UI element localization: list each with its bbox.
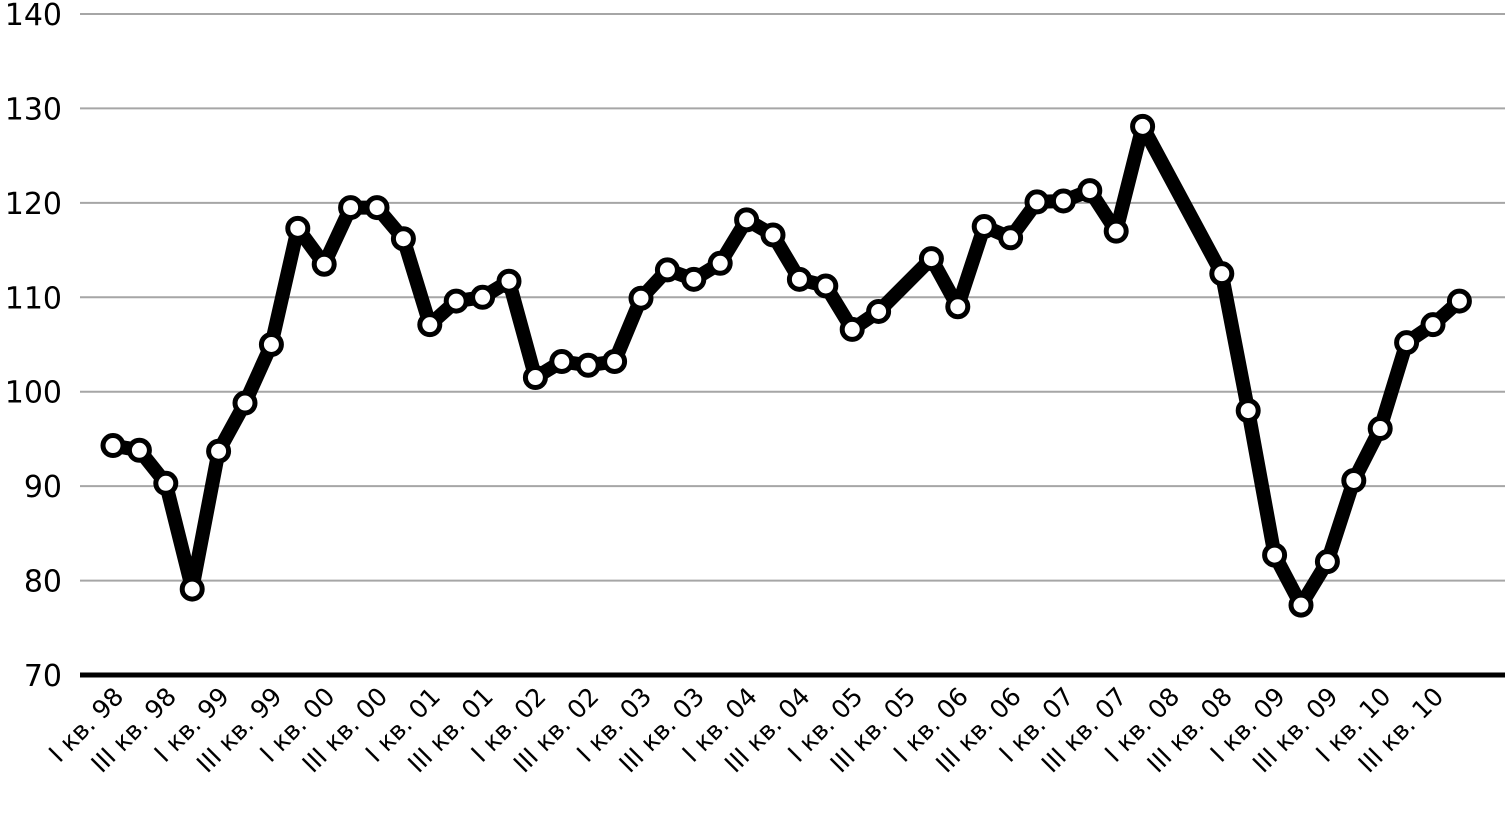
data-point: [258, 332, 284, 357]
y-tick-label: 110: [5, 281, 62, 316]
data-point: [1341, 467, 1367, 493]
data-point: [839, 316, 865, 342]
data-point: [1314, 549, 1340, 575]
data-point: [1288, 592, 1314, 618]
series-markers: [100, 113, 1472, 618]
y-tick-label: 130: [5, 92, 62, 127]
y-tick-label: 70: [24, 659, 62, 694]
y-tick-label: 80: [24, 565, 62, 600]
data-point: [443, 288, 469, 314]
data-point: [1130, 113, 1156, 139]
data-point: [100, 433, 126, 459]
y-axis-ticks: 70 80 90 100 110 120 130 140: [5, 0, 62, 694]
y-tick-label: 140: [5, 0, 62, 33]
data-point: [681, 266, 707, 292]
gridlines: [80, 13, 1505, 678]
series-line: [106, 119, 1467, 613]
data-point: [179, 576, 205, 602]
data-point: [522, 365, 548, 391]
data-point: [232, 390, 258, 416]
data-point: [1024, 189, 1050, 215]
data-point: [707, 250, 733, 276]
series-line-path: [106, 119, 1467, 613]
data-point: [1077, 178, 1103, 204]
data-point: [760, 222, 786, 248]
data-point: [417, 312, 443, 338]
data-point: [549, 348, 575, 374]
data-point: [1209, 261, 1235, 287]
data-point: [918, 246, 944, 272]
data-point: [1420, 312, 1446, 338]
data-point: [998, 225, 1024, 251]
data-point: [1050, 188, 1076, 214]
y-tick-label: 120: [5, 187, 62, 222]
data-point: [602, 348, 628, 374]
data-point: [654, 257, 680, 283]
data-point: [1235, 398, 1261, 424]
data-point: [1394, 330, 1420, 356]
data-point: [206, 438, 232, 464]
data-point: [338, 195, 364, 221]
data-point: [1446, 288, 1472, 314]
data-point: [786, 266, 812, 292]
data-point: [1262, 542, 1288, 568]
data-point: [496, 268, 522, 294]
data-point: [311, 251, 337, 277]
data-point: [390, 226, 416, 252]
y-tick-label: 100: [5, 376, 62, 411]
data-point: [364, 195, 390, 221]
data-point: [1103, 218, 1129, 244]
data-point: [628, 285, 654, 311]
data-point: [1367, 416, 1393, 442]
data-point: [945, 294, 971, 320]
data-point: [575, 352, 601, 378]
y-tick-label: 90: [24, 470, 62, 505]
data-point: [866, 298, 892, 324]
data-point: [734, 207, 760, 233]
data-point: [153, 470, 179, 496]
data-point: [285, 215, 311, 241]
data-point: [126, 437, 152, 463]
data-point: [971, 213, 997, 239]
data-point: [470, 284, 496, 310]
data-point: [813, 273, 839, 299]
